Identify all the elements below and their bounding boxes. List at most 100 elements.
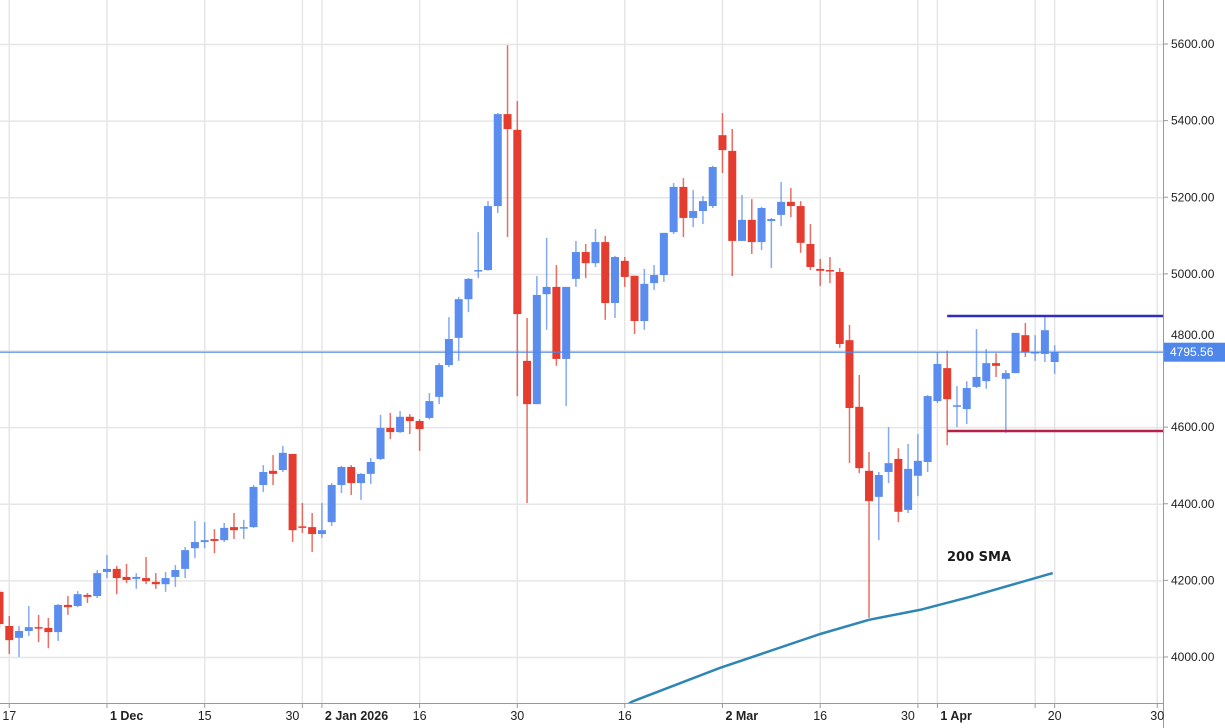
horizontal-levels[interactable]	[0, 314, 1163, 433]
candle	[679, 178, 688, 238]
candle	[591, 229, 600, 267]
x-tick-label: 30	[1150, 709, 1164, 723]
candle-body	[24, 627, 33, 631]
candle	[44, 617, 53, 649]
candle	[806, 224, 815, 271]
candle	[835, 268, 844, 348]
candle-body	[484, 206, 492, 271]
candle-body	[337, 466, 346, 485]
candle	[659, 232, 668, 282]
candle-body	[327, 484, 336, 523]
last-price-tag-bg	[1164, 342, 1225, 362]
candle-body	[1040, 330, 1049, 354]
y-tick-label: 4000.00	[1171, 650, 1215, 664]
candle	[669, 183, 678, 235]
candle-body	[571, 252, 580, 279]
candle	[484, 201, 492, 271]
candle	[523, 317, 532, 503]
candle-body	[865, 470, 874, 502]
candle-body	[493, 114, 502, 207]
candle	[151, 573, 160, 589]
candle	[181, 547, 190, 579]
candles	[0, 45, 1059, 658]
candle	[962, 381, 971, 425]
candle-body	[151, 581, 160, 585]
candle	[93, 570, 102, 599]
candle	[278, 445, 287, 472]
candle	[718, 112, 727, 174]
candle-body	[689, 211, 698, 218]
candle-body	[220, 527, 229, 541]
candle-body	[298, 526, 307, 528]
candle	[317, 502, 326, 538]
candle-body	[669, 186, 678, 233]
candle-body	[239, 527, 248, 529]
candle	[767, 217, 776, 269]
y-tick-label: 4200.00	[1171, 573, 1215, 587]
x-tick-label: 20	[1048, 709, 1062, 723]
candle	[122, 563, 131, 584]
candle-body	[738, 219, 747, 241]
candle-body	[112, 568, 121, 579]
y-tick-label: 5600.00	[1171, 37, 1215, 51]
candle	[327, 483, 336, 526]
candle	[425, 393, 434, 420]
candle-body	[972, 376, 981, 387]
candle-body	[161, 578, 170, 585]
x-tick-label: 2 Jan 2026	[325, 709, 388, 723]
candle	[972, 329, 981, 389]
candle-body	[523, 360, 532, 405]
candle-body	[102, 568, 111, 572]
candle	[249, 484, 258, 528]
candle-body	[679, 186, 688, 218]
candle-body	[415, 420, 424, 430]
candle-body	[962, 388, 971, 410]
x-axis-labels: 17 1 Dec 15 30 2 Jan 2026 16 30 16 2 Mar 16 30 1 Ap…	[2, 709, 1164, 723]
candle	[190, 520, 199, 559]
candle-body	[874, 475, 883, 497]
candle-body	[933, 363, 942, 402]
candle	[366, 458, 375, 484]
candle-body	[845, 340, 854, 408]
candle-body	[503, 114, 512, 130]
candle	[611, 255, 620, 318]
candle-body	[5, 625, 14, 641]
candle	[786, 188, 795, 218]
candle	[513, 101, 522, 397]
candle	[142, 557, 151, 585]
y-tick-label: 5200.00	[1171, 190, 1215, 204]
candle	[620, 257, 629, 287]
candle-body	[591, 242, 600, 264]
candle	[542, 237, 551, 330]
candle-body	[601, 242, 610, 303]
y-tick-label: 4400.00	[1171, 497, 1215, 511]
candle-body	[142, 578, 151, 582]
candle-body	[952, 405, 961, 407]
candle	[73, 591, 82, 608]
candle	[845, 324, 854, 464]
x-tick-label: 30	[510, 709, 524, 723]
x-tick-label: 15	[198, 709, 212, 723]
candle-body	[894, 458, 903, 512]
candle	[825, 257, 834, 284]
candle	[229, 512, 238, 540]
candle	[562, 286, 571, 407]
plot-area[interactable]	[0, 45, 1163, 710]
candle	[943, 350, 952, 446]
candle-body	[63, 604, 72, 608]
candle-body	[171, 570, 180, 577]
candle-body	[464, 278, 473, 300]
y-tick-label: 4800.00	[1171, 328, 1215, 342]
candle	[34, 614, 43, 643]
candle-body	[708, 166, 717, 207]
candle-body	[278, 452, 287, 471]
candle-body	[73, 594, 82, 607]
candle-body	[767, 219, 776, 222]
candle	[356, 473, 365, 500]
candle	[0, 589, 4, 628]
candle-body	[904, 468, 913, 510]
candle	[464, 278, 473, 313]
candle	[259, 465, 268, 492]
candle	[982, 348, 991, 389]
candle-body	[747, 219, 756, 243]
